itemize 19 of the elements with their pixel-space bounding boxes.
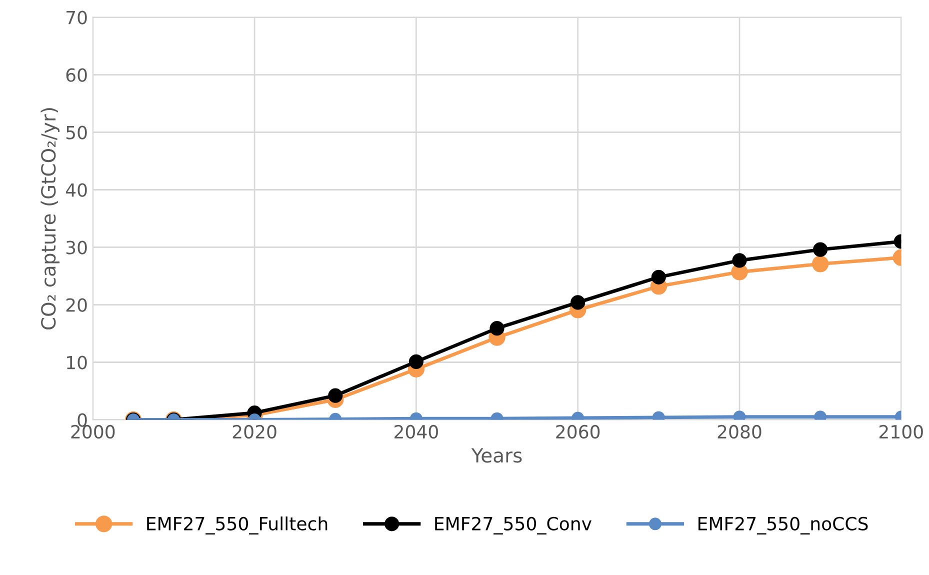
x-tick-label: 2020 <box>232 424 276 439</box>
legend-label: EMF27_550_Conv <box>435 516 592 534</box>
y-tick-label: 0 <box>78 413 87 427</box>
x-tick-label: 2060 <box>556 424 600 439</box>
x-tick-label: 2000 <box>71 424 115 439</box>
y-tick-label: 50 <box>66 126 87 140</box>
y-tick-label: 70 <box>66 10 87 24</box>
y-tick-label: 10 <box>67 356 87 370</box>
x-axis-title: Years <box>471 448 522 463</box>
legend-label: EMF27_550_Fulltech <box>147 516 328 534</box>
y-tick-label: 60 <box>66 68 87 82</box>
x-tick-label: 2040 <box>394 424 438 439</box>
x-tick-label: 2100 <box>879 424 923 439</box>
y-tick-label: 30 <box>66 240 87 254</box>
y-axis-title: CO₂ capture (GtCO₂/yr) <box>40 108 60 330</box>
x-tick-label: 2080 <box>718 424 762 439</box>
y-tick-label: 40 <box>66 183 87 197</box>
y-tick-label: 20 <box>66 298 87 312</box>
legend-label: EMF27_550_noCCS <box>698 516 868 534</box>
